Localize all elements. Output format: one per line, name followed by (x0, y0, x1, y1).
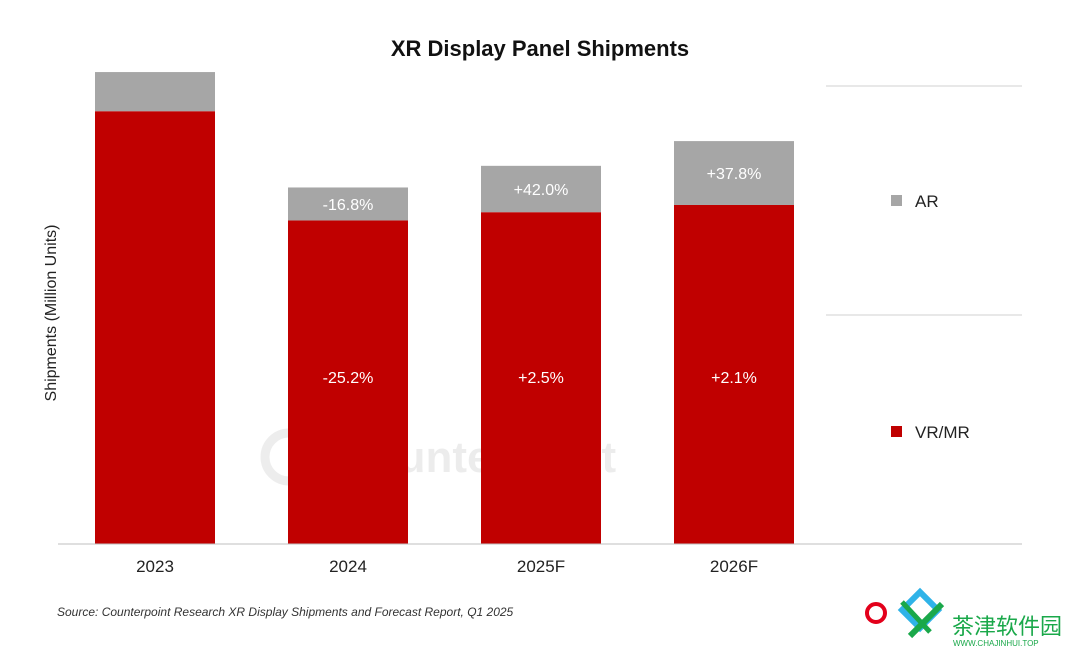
corner-logo: 茶津软件园 WWW.CHAJINHUI.TOP (865, 587, 1062, 648)
corner-x-logo-icon (897, 587, 945, 639)
counterpoint-logo-icon (865, 602, 887, 624)
data-label-vr-mr-2024: -25.2% (323, 370, 374, 387)
legend-label-ar: AR (915, 192, 939, 211)
x-tick-labels: 2023 2024 2025F 2026F (136, 557, 758, 576)
x-tick-2024: 2024 (329, 557, 367, 576)
chart-title: XR Display Panel Shipments (391, 36, 689, 61)
data-label-vr-mr-2026f: +2.1% (711, 370, 757, 387)
corner-logo-url: WWW.CHAJINHUI.TOP (953, 639, 1039, 648)
x-tick-2025f: 2025F (517, 557, 565, 576)
legend-swatch-vr-mr (891, 426, 902, 437)
data-label-ar-2024: -16.8% (323, 197, 374, 214)
y-axis-label: Shipments (Million Units) (43, 225, 60, 402)
legend-label-vr-mr: VR/MR (915, 423, 970, 442)
data-label-ar-2026f: +37.8% (707, 166, 762, 183)
bar-ar-2026f (674, 141, 794, 205)
bar-vr-mr-2024 (288, 220, 408, 544)
legend-item-vr-mr: VR/MR (891, 423, 970, 442)
bars (95, 72, 794, 545)
legend-item-ar: AR (891, 192, 939, 211)
bar-ar-2025f (481, 165, 601, 213)
x-tick-2026f: 2026F (710, 557, 758, 576)
corner-logo-text: 茶津软件园 (952, 615, 1062, 640)
bar-ar-2023 (95, 72, 215, 112)
data-labels: -25.2% -16.8% +2.5% +42.0% +2.1% +37.8% (323, 166, 762, 387)
bar-vr-mr-2026f (674, 204, 794, 545)
data-label-ar-2025f: +42.0% (514, 182, 569, 199)
legend-swatch-ar (891, 195, 902, 206)
data-label-vr-mr-2025f: +2.5% (518, 370, 564, 387)
bar-ar-2024 (288, 187, 408, 221)
bar-vr-mr-2023 (95, 111, 215, 544)
legend: AR VR/MR (891, 192, 970, 442)
source-note: Source: Counterpoint Research XR Display… (57, 605, 514, 619)
bar-vr-mr-2025f (481, 212, 601, 544)
x-tick-2023: 2023 (136, 557, 174, 576)
